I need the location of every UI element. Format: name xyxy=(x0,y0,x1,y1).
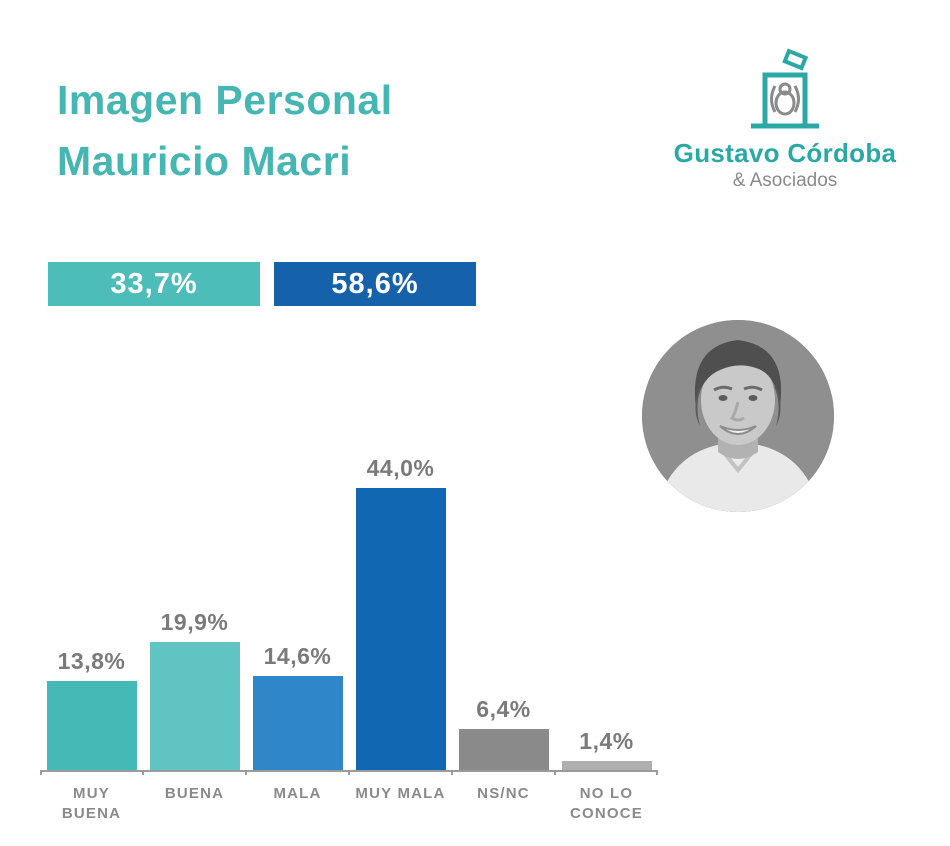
x-axis-label-mala: MALA xyxy=(273,785,322,802)
x-axis-label-muy-buena: MUY BUENA xyxy=(61,785,122,822)
bar-value-label: 6,4% xyxy=(476,695,531,722)
bar-value-label: 14,6% xyxy=(263,643,332,670)
negative-total-value: 58,6% xyxy=(331,267,419,300)
bar-muy-mala xyxy=(355,488,446,770)
x-axis-labels: MUY BUENA BUENA MALA MUY MALA NS/NC NO L… xyxy=(40,784,658,824)
bar-value-label: 44,0% xyxy=(366,455,435,481)
bar-group-muy-buena: 13,8% xyxy=(40,455,143,770)
bar-group-buena: 19,9% xyxy=(143,455,246,770)
bar-mala xyxy=(252,676,343,770)
x-axis-ticks xyxy=(40,770,658,776)
logo: Gustavo Córdoba & Asociados xyxy=(650,48,920,192)
title-line-2: Mauricio Macri xyxy=(57,138,352,184)
x-axis-label-muy-mala: MUY MALA xyxy=(355,785,446,802)
bar-value-label: 1,4% xyxy=(579,728,634,754)
bar-group-no-lo-conoce: 1,4% xyxy=(555,455,658,770)
negative-total-badge: 58,6% xyxy=(274,262,476,306)
bar-buena xyxy=(149,642,240,770)
summary-badges: 33,7% 58,6% xyxy=(48,262,476,306)
bar-chart: 13,8% 19,9% 14,6% 44,0% 6,4% 1,4% xyxy=(40,455,658,775)
bar-value-label: 13,8% xyxy=(57,648,126,675)
ballot-box-icon xyxy=(751,48,819,129)
bar-no-lo-conoce xyxy=(561,761,652,770)
bar-muy-buena xyxy=(46,681,137,770)
logo-name: Gustavo Córdoba xyxy=(673,138,897,168)
bar-value-label: 19,9% xyxy=(160,609,229,635)
bar-group-mala: 14,6% xyxy=(246,455,349,770)
title-line-1: Imagen Personal xyxy=(57,77,393,123)
x-axis-label-ns-nc: NS/NC xyxy=(477,785,530,802)
page-title: Imagen Personal Mauricio Macri xyxy=(57,70,393,192)
x-axis-label-buena: BUENA xyxy=(164,785,225,802)
positive-total-badge: 33,7% xyxy=(48,262,260,306)
bar-ns-nc xyxy=(458,728,549,770)
x-axis-label-no-lo-conoce: NO LO CONOCE xyxy=(569,785,644,822)
bar-group-muy-mala: 44,0% xyxy=(349,455,452,770)
positive-total-value: 33,7% xyxy=(110,267,198,300)
logo-subtitle: & Asociados xyxy=(732,170,838,191)
bar-group-ns-nc: 6,4% xyxy=(452,455,555,770)
macri-photo xyxy=(642,320,834,512)
